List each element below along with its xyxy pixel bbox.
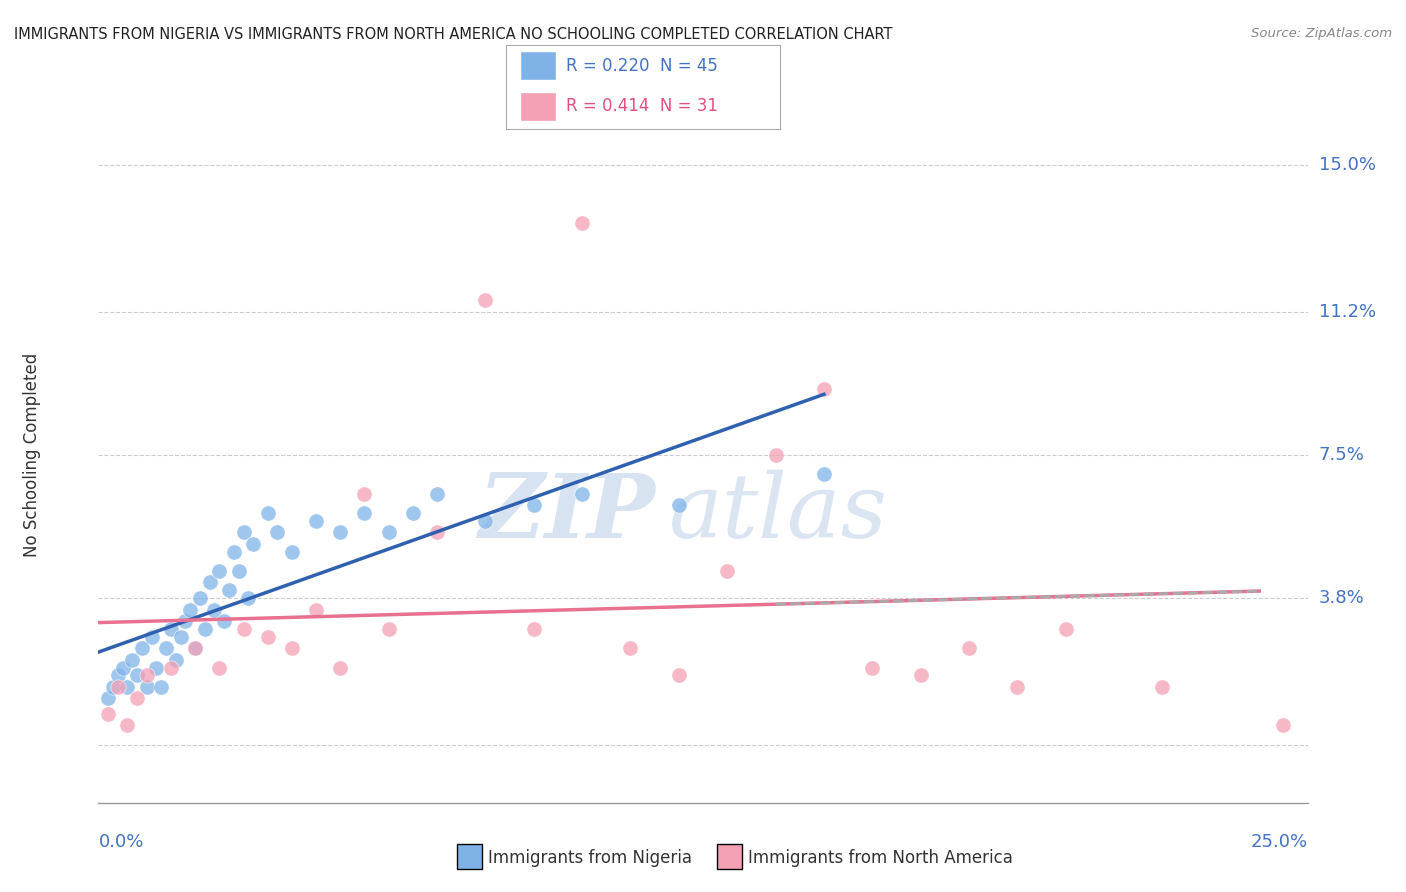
- Point: [212, 614, 235, 628]
- Point: [208, 564, 231, 578]
- Point: [353, 506, 375, 520]
- Text: 25.0%: 25.0%: [1250, 833, 1308, 851]
- Point: [165, 653, 187, 667]
- Point: [377, 525, 399, 540]
- Point: [174, 614, 197, 628]
- Point: [402, 506, 425, 520]
- Point: [377, 622, 399, 636]
- Point: [813, 382, 835, 396]
- Point: [765, 448, 787, 462]
- Point: [1054, 622, 1077, 636]
- Text: 3.8%: 3.8%: [1319, 589, 1364, 607]
- Point: [160, 660, 183, 674]
- Text: 7.5%: 7.5%: [1319, 446, 1365, 464]
- Point: [281, 641, 304, 656]
- FancyBboxPatch shape: [520, 52, 555, 80]
- Text: Immigrants from North America: Immigrants from North America: [748, 849, 1012, 867]
- Point: [716, 564, 738, 578]
- Text: R = 0.414  N = 31: R = 0.414 N = 31: [567, 97, 718, 115]
- Point: [1007, 680, 1029, 694]
- Point: [208, 660, 231, 674]
- Text: Immigrants from Nigeria: Immigrants from Nigeria: [488, 849, 692, 867]
- Point: [232, 525, 254, 540]
- Point: [169, 630, 191, 644]
- Point: [107, 680, 129, 694]
- Point: [426, 525, 449, 540]
- Point: [668, 498, 690, 512]
- Point: [135, 680, 157, 694]
- Point: [523, 498, 546, 512]
- Point: [107, 668, 129, 682]
- Point: [179, 602, 201, 616]
- Point: [111, 660, 134, 674]
- Point: [194, 622, 217, 636]
- Point: [117, 680, 139, 694]
- Point: [474, 293, 496, 308]
- Point: [222, 544, 245, 558]
- Text: 0.0%: 0.0%: [98, 833, 143, 851]
- Point: [813, 467, 835, 482]
- Point: [329, 525, 352, 540]
- Point: [131, 641, 153, 656]
- Point: [97, 691, 120, 706]
- Point: [1272, 718, 1295, 732]
- Point: [121, 653, 143, 667]
- Point: [910, 668, 932, 682]
- Point: [145, 660, 167, 674]
- Text: ZIP: ZIP: [478, 470, 655, 556]
- Point: [474, 514, 496, 528]
- Point: [101, 680, 124, 694]
- Point: [160, 622, 183, 636]
- Point: [668, 668, 690, 682]
- Point: [281, 544, 304, 558]
- Point: [141, 630, 163, 644]
- Point: [184, 641, 207, 656]
- Point: [329, 660, 352, 674]
- Point: [242, 537, 264, 551]
- Text: 15.0%: 15.0%: [1319, 156, 1375, 174]
- Point: [523, 622, 546, 636]
- Point: [256, 506, 278, 520]
- Point: [860, 660, 883, 674]
- Point: [127, 691, 149, 706]
- Point: [228, 564, 250, 578]
- Point: [238, 591, 260, 605]
- FancyBboxPatch shape: [520, 92, 555, 120]
- Point: [135, 668, 157, 682]
- Point: [117, 718, 139, 732]
- Point: [305, 602, 328, 616]
- Point: [97, 706, 120, 721]
- Point: [204, 602, 226, 616]
- Text: atlas: atlas: [669, 469, 889, 557]
- Point: [127, 668, 149, 682]
- Point: [198, 575, 221, 590]
- Point: [957, 641, 980, 656]
- Point: [426, 486, 449, 500]
- Text: IMMIGRANTS FROM NIGERIA VS IMMIGRANTS FROM NORTH AMERICA NO SCHOOLING COMPLETED : IMMIGRANTS FROM NIGERIA VS IMMIGRANTS FR…: [14, 27, 893, 42]
- Point: [1152, 680, 1174, 694]
- Point: [218, 583, 240, 598]
- Point: [305, 514, 328, 528]
- Point: [353, 486, 375, 500]
- Point: [571, 216, 593, 230]
- Point: [266, 525, 288, 540]
- Point: [571, 486, 593, 500]
- Point: [232, 622, 254, 636]
- Text: No Schooling Completed: No Schooling Completed: [22, 353, 41, 557]
- Point: [619, 641, 641, 656]
- Text: Source: ZipAtlas.com: Source: ZipAtlas.com: [1251, 27, 1392, 40]
- Point: [184, 641, 207, 656]
- Point: [150, 680, 173, 694]
- Text: R = 0.220  N = 45: R = 0.220 N = 45: [567, 57, 718, 75]
- Text: 11.2%: 11.2%: [1319, 303, 1376, 321]
- Point: [188, 591, 211, 605]
- Point: [256, 630, 278, 644]
- Point: [155, 641, 177, 656]
